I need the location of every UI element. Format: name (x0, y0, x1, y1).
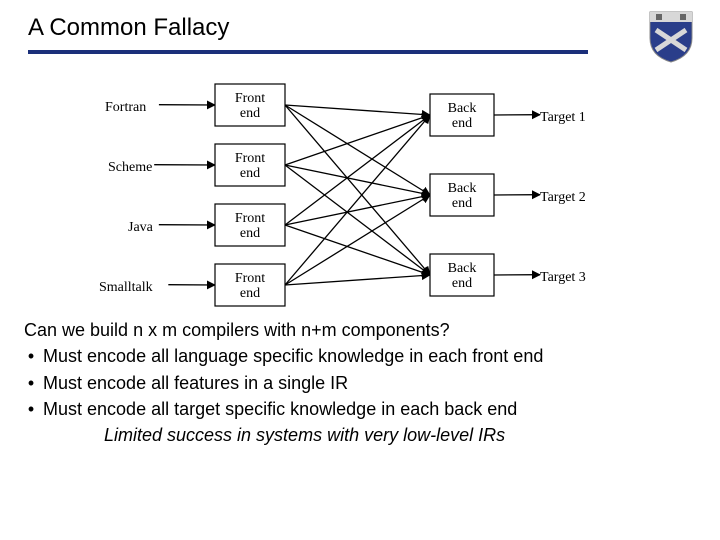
node-text: end (240, 286, 260, 301)
node-text: Front (235, 271, 265, 286)
bullet-text: Must encode all language specific knowle… (43, 346, 543, 366)
node-text: Front (235, 91, 265, 106)
node-label: Fortran (105, 100, 146, 115)
node-text: Front (235, 211, 265, 226)
slide: A Common Fallacy FortranSchemeJavaSmallt… (0, 0, 720, 540)
bullet-text: Must encode all features in a single IR (43, 373, 348, 393)
node-text: Back (448, 101, 477, 116)
node-text: end (240, 106, 260, 121)
body-intro: Can we build n x m compilers with n+m co… (24, 318, 704, 342)
edge (285, 105, 430, 115)
node-label: Scheme (108, 160, 152, 175)
node-text: end (240, 166, 260, 181)
node-text: end (452, 276, 472, 291)
body-bullet: • Must encode all features in a single I… (24, 371, 704, 395)
node-text: end (452, 196, 472, 211)
node-label: Smalltalk (99, 280, 153, 295)
node-label: Target 1 (540, 110, 586, 125)
diagram-svg: FortranSchemeJavaSmalltalkFrontendFronte… (0, 0, 720, 540)
node-text: end (452, 116, 472, 131)
node-text: Back (448, 261, 477, 276)
node-text: Front (235, 151, 265, 166)
body-closing: Limited success in systems with very low… (24, 423, 704, 447)
body-bullet: • Must encode all language specific know… (24, 344, 704, 368)
node-label: Target 3 (540, 270, 586, 285)
body-text: Can we build n x m compilers with n+m co… (24, 316, 704, 449)
body-bullet: • Must encode all target specific knowle… (24, 397, 704, 421)
bullet-text: Must encode all target specific knowledg… (43, 399, 517, 419)
node-text: Back (448, 181, 477, 196)
node-label: Target 2 (540, 190, 586, 205)
node-label: Java (128, 220, 154, 235)
closing-text: Limited success in systems with very low… (104, 425, 505, 445)
node-text: end (240, 226, 260, 241)
edge (285, 275, 430, 285)
